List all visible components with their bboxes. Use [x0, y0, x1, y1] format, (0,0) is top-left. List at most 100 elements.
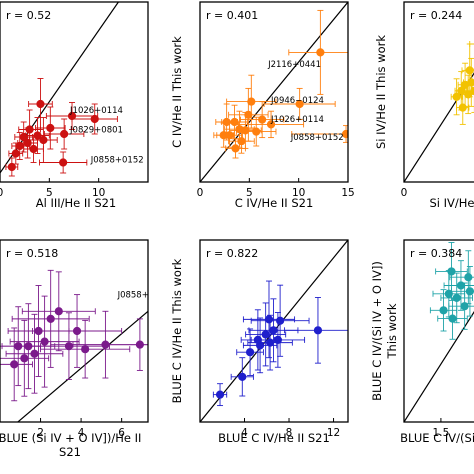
y-axis-label: This work — [385, 303, 399, 359]
point-marker — [460, 302, 469, 311]
point-marker — [29, 144, 38, 154]
data-point — [40, 319, 131, 379]
x-tick-label: 12 — [327, 427, 340, 439]
x-axis-label: Al III/He II S21 — [36, 196, 117, 210]
point-marker — [230, 117, 239, 127]
data-point — [39, 151, 88, 174]
axes-frame — [0, 1, 149, 183]
point-marker — [316, 48, 325, 57]
data-point — [437, 297, 468, 340]
data-point — [469, 41, 474, 47]
data-point — [461, 43, 474, 98]
data-point — [5, 157, 19, 177]
point-marker — [458, 103, 467, 112]
y-axis-label: BLUE C IV/He II This work — [170, 258, 184, 403]
axes-frame — [0, 239, 149, 423]
data-point — [463, 57, 474, 107]
data-point — [225, 138, 246, 159]
point-marker — [465, 287, 474, 296]
x-tick-label: 2 — [37, 427, 44, 439]
data-point — [245, 302, 287, 367]
point-marker — [439, 306, 448, 315]
data-point — [212, 383, 228, 407]
annotation-label: J1026+0114 — [69, 106, 123, 116]
point-marker — [10, 360, 19, 369]
one-to-one-line — [404, 311, 474, 422]
data-point — [5, 313, 64, 394]
x-tick-label: 6 — [118, 427, 125, 439]
point-marker — [33, 131, 42, 140]
point-marker — [465, 66, 474, 75]
x-axis-label: BLUE (Si IV + O IV])/He II — [0, 431, 141, 445]
panel-1: J1026+0114 J0829+0801 J0858+0152 r = 0.52 0 5… — [0, 1, 149, 210]
annotation-label: J0946−0124 — [270, 96, 324, 106]
axes-frame — [199, 239, 349, 423]
correlation-label: r = 0.384 — [410, 247, 462, 260]
point-marker — [244, 110, 253, 119]
one-to-one-line — [200, 2, 348, 182]
one-to-one-line — [16, 310, 148, 422]
data-point — [25, 117, 50, 154]
data-point — [448, 282, 474, 330]
x-tick-label: 0 — [401, 187, 408, 199]
point-marker — [11, 149, 20, 158]
annotation-label: J0829+0801 — [69, 126, 123, 136]
one-to-one-line — [200, 240, 348, 422]
point-marker — [59, 158, 68, 167]
point-marker — [54, 307, 63, 316]
point-marker — [258, 115, 267, 124]
x-tick-label: 5 — [46, 187, 53, 199]
data-point — [230, 357, 254, 397]
x-tick-label: 4 — [241, 427, 248, 439]
point-marker — [313, 326, 323, 335]
data-point — [236, 116, 277, 147]
point-marker — [467, 78, 474, 87]
data-point — [229, 111, 262, 149]
data-point — [216, 122, 243, 148]
point-marker — [30, 349, 39, 358]
data-point — [263, 87, 336, 121]
data-point — [240, 101, 285, 139]
annotation-label: J2116+0441 — [267, 60, 321, 70]
data-point — [8, 142, 24, 165]
data-point — [247, 314, 293, 371]
x-axis-label: BLUE C IV/He II S21 — [218, 431, 330, 445]
axes-frame — [403, 239, 474, 423]
point-marker — [266, 120, 276, 129]
panel-2: J2116+0441 J0946−0124 J1026+0114 J0858+0152… — [170, 1, 355, 210]
point-marker — [40, 337, 49, 346]
point-marker — [269, 326, 278, 335]
annotation-label: J0858+0152 — [90, 156, 144, 166]
data-point — [236, 328, 264, 376]
point-marker — [276, 316, 285, 325]
point-marker — [72, 326, 82, 336]
correlation-label: r = 0.244 — [410, 9, 462, 22]
point-marker — [264, 315, 274, 324]
data-point — [250, 284, 310, 357]
data-point — [451, 266, 474, 317]
x-tick-label: 1.5 — [433, 427, 450, 439]
point-marker — [295, 99, 304, 109]
point-marker — [238, 372, 247, 381]
point-marker — [237, 137, 246, 146]
x-axis-label: Si IV/He II S21 — [429, 196, 474, 210]
annotation-label: J0858+0152 — [290, 133, 344, 143]
data-point — [27, 312, 110, 380]
point-marker — [241, 126, 250, 135]
y-axis-label: C IV/He II This work — [170, 36, 184, 148]
point-marker — [266, 338, 275, 347]
point-marker — [39, 135, 48, 145]
data-point — [440, 272, 473, 324]
one-to-one-line — [0, 2, 119, 174]
point-marker — [448, 314, 457, 323]
point-marker — [215, 390, 225, 399]
data-point — [456, 90, 470, 125]
x-tick-label: 5 — [246, 187, 253, 199]
correlation-label: r = 0.822 — [206, 247, 258, 260]
point-marker — [470, 86, 474, 95]
data-point — [284, 297, 348, 364]
data-point — [23, 135, 44, 163]
correlation-label: r = 0.52 — [6, 9, 51, 22]
data-point — [35, 106, 66, 150]
